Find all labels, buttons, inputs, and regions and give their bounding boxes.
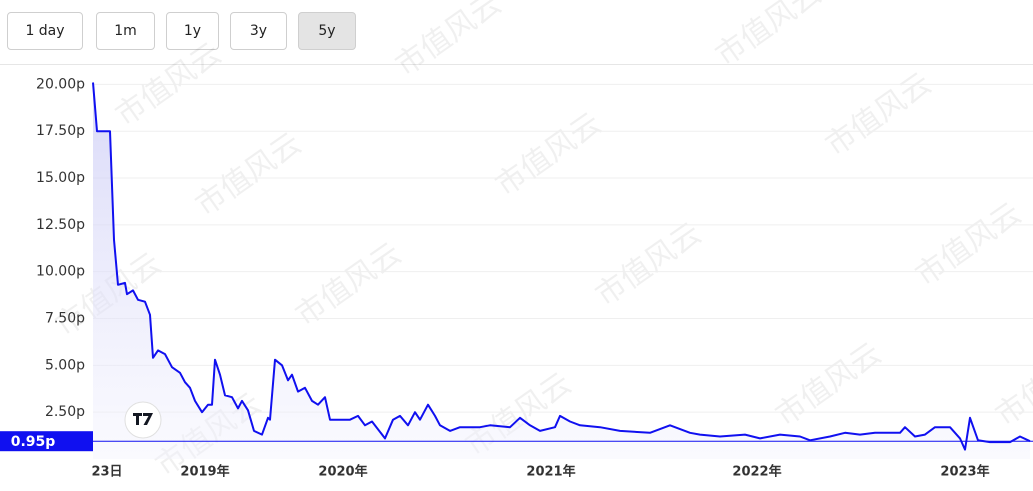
x-tick-label: 2020年 — [318, 464, 367, 480]
y-tick-label: 10.00p — [36, 264, 85, 280]
x-tick-label: 23日 — [91, 465, 122, 480]
last-price-label: 0.95p — [11, 434, 56, 450]
watermark: 市值风云 — [489, 106, 607, 203]
y-tick-label: 12.50p — [36, 217, 85, 233]
y-tick-label: 2.50p — [45, 404, 85, 420]
range-button[interactable]: 5y — [298, 12, 356, 50]
watermark: 市值风云 — [989, 336, 1033, 433]
watermark: 市值风云 — [819, 66, 937, 163]
y-tick-label: 5.00p — [45, 357, 85, 373]
plot — [92, 82, 1031, 459]
y-tick-label: 20.00p — [36, 76, 85, 92]
watermark: 市值风云 — [589, 216, 707, 313]
watermark: 市值风云 — [189, 126, 307, 223]
range-button[interactable]: 3y — [230, 12, 287, 50]
watermark: 市值风云 — [389, 0, 507, 84]
range-button[interactable]: 1m — [96, 12, 155, 50]
price-line — [92, 82, 1031, 451]
watermark: 市值风云 — [769, 336, 887, 433]
x-tick-label: 2023年 — [940, 464, 989, 480]
range-button[interactable]: 1y — [166, 12, 219, 50]
y-tick-label: 7.50p — [45, 311, 85, 327]
watermark: 市值风云 — [709, 0, 827, 74]
x-tick-label: 2019年 — [180, 464, 229, 480]
watermark: 市值风云 — [909, 196, 1027, 293]
x-tick-label: 2021年 — [526, 464, 575, 480]
y-tick-label: 17.50p — [36, 123, 85, 139]
range-button[interactable]: 1 day — [7, 12, 83, 50]
x-tick-label: 2022年 — [732, 464, 781, 480]
y-tick-label: 15.00p — [36, 170, 85, 186]
last-price-box — [0, 431, 93, 452]
tv-logo — [124, 401, 162, 439]
axes: 2.50p 5.00p 7.50p 10.00p 12.50p 15.00p 17.50p 2… — [0, 76, 1033, 480]
range-bar: 1 day 1m 1y 3y 5y — [0, 0, 1033, 65]
grid — [93, 83, 1033, 413]
area — [93, 82, 1030, 459]
